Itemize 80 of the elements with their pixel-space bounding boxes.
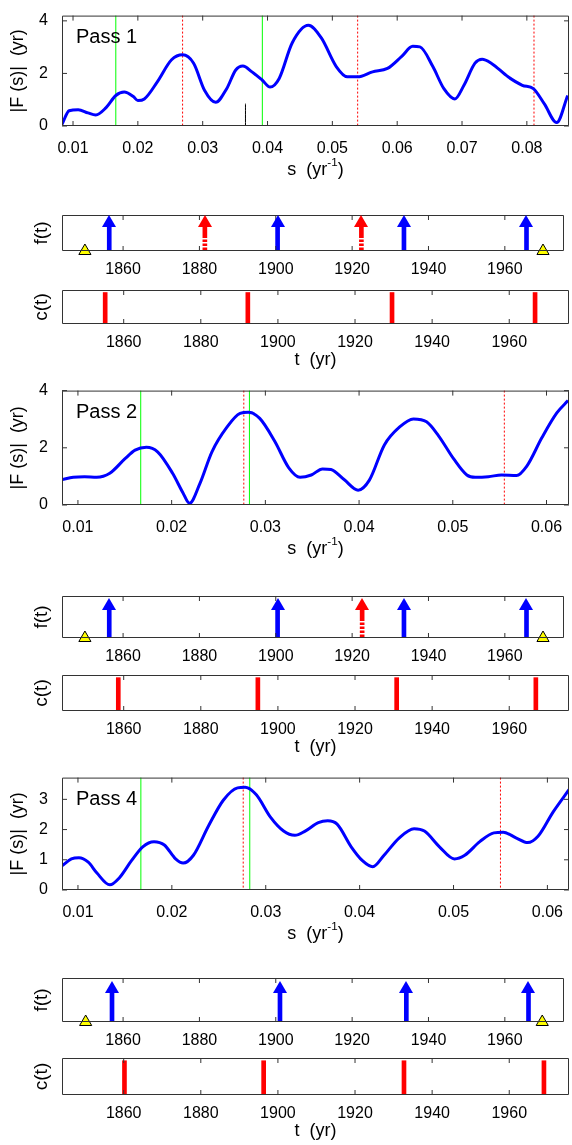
x-tick-label: 1860 [105, 1031, 141, 1049]
x-tick-label: 0.03 [249, 518, 282, 536]
y-axis-title: |F (s)| (yr) [6, 792, 27, 876]
y-tick-label: 4 [39, 381, 49, 399]
x-tick-label: 0.02 [122, 139, 154, 157]
x-tick-label: 1880 [181, 260, 218, 278]
x-tick-label: 1920 [334, 647, 371, 665]
x-tick-label: 1880 [181, 647, 218, 665]
x-tick-label: 1880 [183, 333, 219, 351]
annotation: Pass 2 [76, 400, 138, 423]
x-tick-label: 1940 [410, 260, 447, 278]
x-tick-label: 1880 [183, 720, 219, 738]
x-tick-label: 1860 [105, 333, 142, 351]
x-tick-label: 0.04 [344, 903, 376, 921]
y-tick-label: 2 [39, 438, 49, 456]
x-axis-title: t (yr) [294, 348, 337, 369]
x-tick-label: 1900 [260, 720, 296, 738]
x-tick-label: 1880 [181, 1031, 218, 1049]
x-tick-label: 0.05 [316, 139, 349, 157]
x-tick-label: 0.05 [437, 903, 470, 921]
x-tick-label: 0.02 [156, 903, 188, 921]
x-tick-label: 0.01 [57, 139, 89, 157]
x-tick-label: 0.01 [62, 518, 94, 536]
x-tick-label: 1920 [337, 1104, 373, 1122]
y-tick-label: 3 [39, 789, 49, 807]
x-tick-label: 1920 [334, 1031, 371, 1049]
y-axis-title: c(t) [30, 293, 52, 321]
x-tick-label: 1920 [337, 333, 373, 351]
y-axis-title: f(t) [30, 988, 52, 1012]
x-tick-label: 0.01 [62, 903, 94, 921]
x-tick-label: 0.03 [250, 903, 282, 921]
x-tick-label: 1860 [105, 260, 141, 278]
y-tick-label: 1 [39, 850, 49, 868]
x-tick-label: 0.04 [343, 518, 375, 536]
x-tick-label: 1900 [260, 333, 296, 351]
x-tick-label: 0.06 [381, 139, 413, 157]
x-tick-label: 1960 [487, 647, 523, 665]
x-tick-label: 1880 [183, 1104, 219, 1122]
x-tick-label: 1860 [105, 720, 142, 738]
y-axis-title: c(t) [30, 679, 52, 707]
x-tick-label: 1960 [487, 1031, 523, 1049]
x-axis-title: t (yr) [294, 735, 337, 756]
y-tick-label: 2 [39, 63, 49, 81]
x-tick-label: 1940 [414, 333, 451, 351]
x-tick-label: 0.04 [251, 139, 284, 157]
x-tick-label: 1860 [105, 1104, 142, 1122]
x-tick-label: 1960 [487, 260, 523, 278]
x-tick-label: 1960 [491, 720, 528, 738]
x-tick-label: 0.06 [531, 903, 564, 921]
x-tick-label: 1900 [257, 260, 294, 278]
x-tick-label: 1920 [334, 260, 371, 278]
x-tick-label: 1900 [257, 647, 294, 665]
x-tick-label: 0.03 [187, 139, 219, 157]
y-tick-label: 0 [39, 880, 49, 898]
x-tick-label: 1940 [410, 1031, 447, 1049]
y-axis-title: |F (s)| (yr) [6, 29, 27, 113]
x-axis-title: t (yr) [294, 1119, 337, 1140]
x-tick-label: 0.08 [511, 139, 543, 157]
x-tick-label: 1940 [414, 720, 451, 738]
x-tick-label: 0.06 [530, 518, 563, 536]
x-tick-label: 1920 [337, 720, 373, 738]
x-tick-label: 1960 [491, 1104, 528, 1122]
x-tick-label: 1860 [105, 647, 141, 665]
x-tick-label: 1940 [410, 647, 447, 665]
x-tick-label: 1900 [260, 1104, 296, 1122]
y-tick-label: 0 [39, 495, 49, 513]
x-tick-label: 1900 [257, 1031, 294, 1049]
y-tick-label: 2 [39, 819, 49, 837]
x-tick-label: 0.05 [437, 518, 469, 536]
y-tick-label: 0 [39, 116, 49, 134]
x-tick-label: 1940 [414, 1104, 451, 1122]
y-axis-title: c(t) [30, 1062, 52, 1091]
x-tick-label: 1960 [491, 333, 528, 351]
y-axis-title: f(t) [30, 605, 52, 629]
y-axis-title: f(t) [30, 221, 52, 245]
y-axis-title: |F (s)| (yr) [6, 406, 27, 490]
x-tick-label: 0.07 [446, 139, 478, 157]
y-tick-label: 4 [39, 11, 49, 29]
x-tick-label: 0.02 [156, 518, 188, 536]
annotation: Pass 4 [76, 787, 138, 810]
